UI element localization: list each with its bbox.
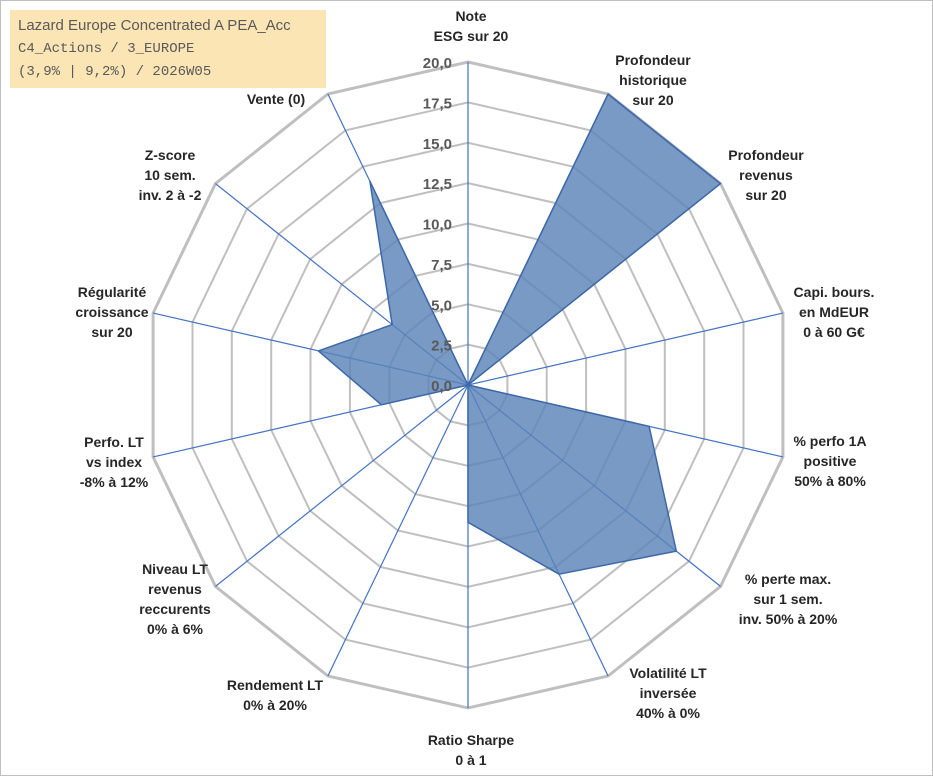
tick-label: 0,0 bbox=[431, 378, 452, 395]
axis-label: % perte max.sur 1 sem.inv. 50% à 20% bbox=[739, 571, 838, 627]
fund-stats-week: (3,9% | 9,2%) / 2026W05 bbox=[18, 64, 211, 80]
radar-series bbox=[318, 94, 720, 574]
tick-label: 7,5 bbox=[431, 257, 452, 274]
fund-category: C4_Actions / 3_EUROPE bbox=[18, 41, 194, 57]
tick-label: 5,0 bbox=[431, 297, 452, 314]
tick-label: 2,5 bbox=[431, 338, 452, 355]
series-area bbox=[318, 94, 720, 574]
fund-name: Lazard Europe Concentrated A PEA_Acc bbox=[18, 17, 291, 34]
axis-spoke bbox=[328, 385, 468, 676]
tick-label: 12,5 bbox=[423, 176, 452, 193]
chart-title-box: Lazard Europe Concentrated A PEA_Acc C4_… bbox=[10, 10, 326, 88]
tick-label: 20,0 bbox=[423, 55, 452, 72]
tick-label: 15,0 bbox=[423, 136, 452, 153]
tick-label: 17,5 bbox=[423, 95, 452, 112]
tick-label: 10,0 bbox=[423, 217, 452, 234]
